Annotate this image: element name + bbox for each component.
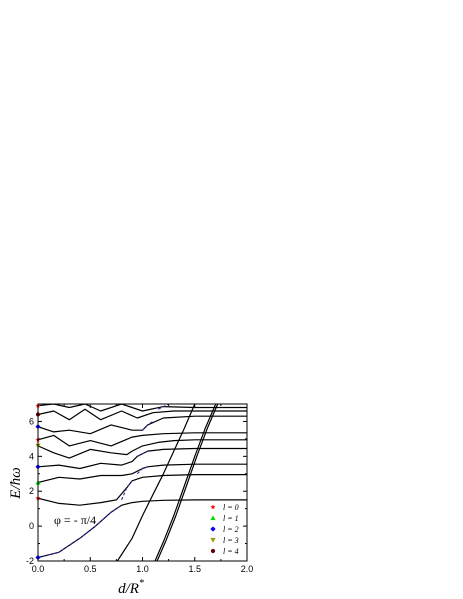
legend-entry: l = 3 — [210, 536, 239, 545]
energy-curve-4 — [38, 447, 247, 470]
energy-curve-6 — [38, 432, 247, 447]
x-tick-label: 1.0 — [136, 564, 149, 574]
x-tick-label: 2.0 — [241, 564, 254, 574]
plot-area — [38, 404, 247, 561]
energy-curve-8 — [38, 408, 247, 421]
x-axis-title-sup: * — [139, 578, 144, 589]
annotation-phi: φ = - π/4 — [54, 513, 96, 527]
energy-curve-3 — [38, 463, 247, 484]
energy-curve-11 — [154, 404, 217, 561]
legend-label: l = 3 — [223, 536, 239, 545]
y-axis-title: E/ħω — [8, 467, 24, 499]
legend-marker — [210, 537, 216, 543]
y-tick-label: -2 — [26, 556, 34, 566]
dashed-curve-16 — [137, 450, 148, 457]
y-tick-label: 0 — [29, 521, 34, 531]
energy-curve-10 — [116, 404, 196, 561]
energy-curve-9 — [38, 404, 247, 412]
legend-label: l = 4 — [223, 547, 239, 556]
y-tick-label: 6 — [29, 416, 34, 426]
legend: l = 0 l = 1 l = 2 l = 3 l = 4 — [210, 503, 239, 556]
tick-layer: 0.0 0.5 1.0 1.5 2.0 -2 0 2 4 6 — [26, 403, 254, 574]
dashed-curve-15 — [136, 466, 148, 475]
energy-curve-12 — [156, 404, 219, 561]
legend-marker — [210, 515, 216, 521]
annotation-text: φ = - π/4 — [54, 513, 96, 527]
x-tick-label: 0.0 — [32, 564, 45, 574]
legend-marker — [210, 526, 216, 532]
series-layer — [38, 404, 247, 561]
legend-label: l = 0 — [223, 503, 239, 512]
legend-marker — [210, 504, 216, 510]
energy-curve-5 — [38, 439, 247, 459]
energy-curve-7 — [38, 415, 247, 435]
legend-label: l = 1 — [223, 514, 239, 523]
legend-entry: l = 4 — [210, 547, 239, 556]
x-axis-title-main: d/R — [118, 581, 139, 597]
energy-curve-2 — [38, 474, 247, 506]
legend-marker — [210, 548, 216, 554]
dashed-curve-17 — [142, 420, 154, 431]
x-tick-label: 0.5 — [84, 564, 97, 574]
legend-label: l = 2 — [223, 525, 239, 534]
x-tick-label: 1.5 — [188, 564, 201, 574]
x-axis-title: d/R* — [118, 578, 144, 597]
legend-entry: l = 2 — [210, 525, 239, 534]
dashed-curve-13 — [38, 504, 122, 559]
legend-entry: l = 1 — [210, 514, 239, 523]
y-tick-label: 4 — [29, 451, 34, 461]
y-tick-label: 2 — [29, 486, 34, 496]
legend-entry: l = 0 — [210, 503, 239, 512]
dashed-curve-18 — [157, 404, 169, 410]
svg-text:d/R*: d/R* — [118, 578, 144, 597]
